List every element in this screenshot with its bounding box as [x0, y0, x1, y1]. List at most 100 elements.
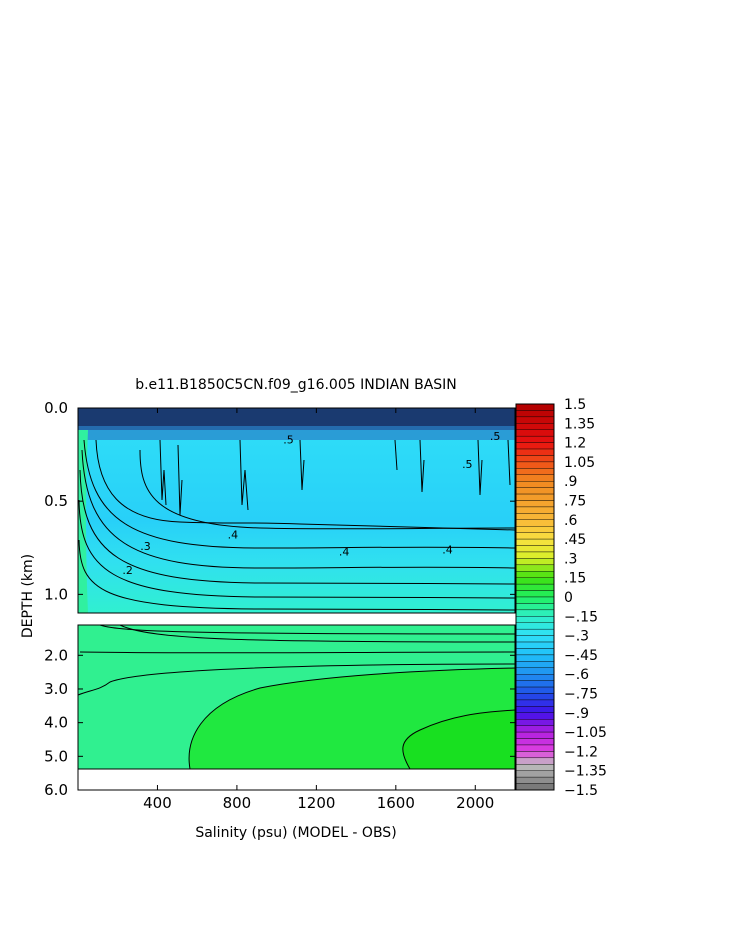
colorbar-swatch [515, 474, 555, 482]
colorbar-label: −1.35 [564, 764, 607, 780]
lower-panel [77, 624, 516, 770]
colorbar-swatch [515, 583, 555, 591]
colorbar-swatch [515, 654, 555, 662]
colorbar-swatch [515, 783, 555, 791]
colorbar-swatch [515, 526, 555, 533]
contour-line-upper-1 [95, 439, 515, 531]
colorbar-swatch [515, 628, 555, 636]
upper-panel [77, 407, 516, 614]
colorbar-label: .15 [564, 571, 586, 587]
contour-line-lower-2 [119, 625, 515, 643]
colorbar-swatch [515, 635, 555, 643]
contour-line-lower-5 [188, 667, 515, 769]
colorbar-label: −.3 [564, 629, 589, 645]
colorbar-swatch [515, 551, 555, 559]
x-axis-label: Salinity (psu) (MODEL - OBS) [195, 825, 396, 841]
colorbar-label: .3 [564, 551, 577, 567]
colorbar-swatch [515, 410, 555, 418]
contour-line-upper-6 [78, 499, 515, 599]
x-tick-label: 400 [143, 794, 172, 812]
colorbar-swatch [515, 674, 555, 681]
colorbar-swatch [515, 461, 555, 469]
colorbar-label: .9 [564, 474, 577, 490]
surface-noise-band [78, 408, 515, 430]
colorbar-swatch [515, 738, 555, 746]
y-axis: 0.0 0.5 1.0 2.0 3.0 4.0 5.0 6.0 [44, 399, 515, 799]
contour-label: .4 [442, 544, 453, 557]
colorbar-swatch [515, 725, 555, 733]
colorbar-swatch [515, 609, 555, 617]
colorbar-swatch [515, 648, 555, 656]
colorbar-swatch [515, 532, 555, 540]
contour-line-upper-2 [139, 449, 515, 530]
y-tick-label: 3.0 [44, 680, 68, 698]
colorbar-swatch [515, 519, 555, 527]
colorbar-label: −.15 [564, 609, 598, 625]
y-tick-label: 0.5 [44, 492, 68, 510]
colorbar-label: .75 [564, 494, 586, 510]
colorbar-swatch [515, 622, 555, 630]
surface-noise-band-2 [78, 426, 515, 440]
contour-label: .2 [122, 564, 133, 577]
colorbar-swatch [515, 616, 555, 623]
colorbar-swatch [515, 468, 555, 475]
colorbar-swatch [515, 699, 555, 707]
colorbar-swatch [515, 500, 555, 508]
colorbar-swatch [515, 448, 555, 456]
colorbar-label: 1.05 [564, 455, 595, 471]
colorbar-swatch [515, 712, 555, 720]
colorbar-label: −1.5 [564, 783, 598, 799]
colorbar-label: −1.05 [564, 725, 607, 741]
colorbar-label: −1.2 [564, 744, 598, 760]
colorbar-swatch [515, 764, 555, 771]
colorbar-swatch [515, 513, 555, 520]
contour-label: .5 [462, 458, 473, 471]
colorbar-swatch [515, 538, 555, 546]
colorbar-swatch [515, 680, 555, 688]
colorbar-swatch [515, 693, 555, 701]
colorbar-swatch [515, 641, 555, 649]
colorbar: 1.5 1.35 1.2 1.05 .9 .75 .6 .45 .3 .15 0 −.15 −.3 −.4… [515, 397, 607, 799]
contour-line-upper-3 [83, 439, 515, 549]
colorbar-swatch [515, 487, 555, 495]
colorbar-swatch [515, 442, 555, 450]
colorbar-label: −.75 [564, 687, 598, 703]
upper-panel-fill [78, 408, 515, 613]
contour-line-lower-3 [79, 651, 515, 654]
colorbar-swatch [515, 590, 555, 598]
colorbar-swatch [515, 455, 555, 463]
colorbar-label: .6 [564, 513, 577, 529]
colorbar-swatch [515, 770, 555, 778]
colorbar-label: 1.5 [564, 397, 586, 413]
colorbar-swatch [515, 564, 555, 572]
colorbar-swatch [515, 416, 555, 424]
colorbar-swatch [515, 731, 555, 739]
contour-line-upper-4 [81, 449, 515, 569]
colorbar-label: 1.35 [564, 416, 595, 432]
x-tick-label: 1600 [377, 794, 415, 812]
colorbar-swatch [515, 403, 555, 411]
contour-label: .5 [490, 430, 501, 443]
x-tick-label: 2000 [456, 794, 494, 812]
colorbar-swatch [515, 493, 555, 501]
colorbar-swatch [515, 744, 555, 752]
colorbar-swatch [515, 571, 555, 578]
contour-line-lower-4 [78, 663, 515, 696]
colorbar-label: 1.2 [564, 436, 586, 452]
colorbar-label: −.9 [564, 706, 589, 722]
y-tick-label: 1.0 [44, 585, 68, 603]
colorbar-swatch [515, 661, 555, 668]
colorbar-swatch [515, 667, 555, 675]
colorbar-swatch [515, 577, 555, 585]
colorbar-swatch [515, 506, 555, 514]
colorbar-label: 0 [564, 590, 573, 606]
colorbar-swatch [515, 545, 555, 553]
colorbar-label: −.6 [564, 667, 589, 683]
y-tick-label: 0.0 [44, 399, 68, 417]
colorbar-swatch [515, 603, 555, 611]
spike-group [159, 439, 511, 516]
contour-label: .3 [140, 540, 151, 553]
deep-green-region-2 [402, 710, 515, 769]
y-tick-label: 5.0 [44, 747, 68, 765]
y-tick-label: 2.0 [44, 646, 68, 664]
